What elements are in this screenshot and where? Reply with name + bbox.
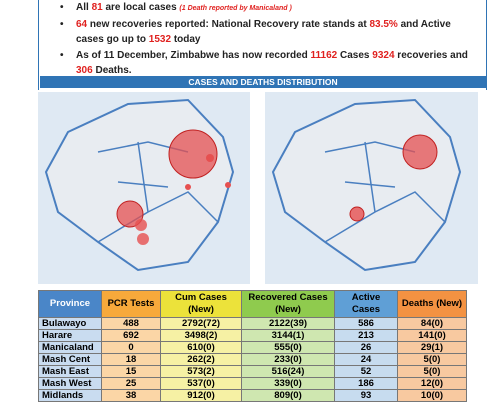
cell: 3144(1) (241, 329, 335, 342)
cell: 3498(2) (160, 329, 242, 342)
bullet: 64 new recoveries reported: National Rec… (58, 17, 478, 47)
cell: 15 (101, 365, 161, 378)
map (265, 92, 478, 284)
row: Manicaland 0 610(0) 555(0) 26 29(1) (38, 341, 467, 354)
bullet-text: today (171, 34, 201, 45)
header-cell: Deaths (New) (397, 290, 467, 318)
cell: 809(0) (241, 389, 335, 402)
cell: 2122(39) (241, 317, 335, 330)
cell: 10(0) (397, 389, 467, 402)
map (38, 92, 250, 284)
cell: 0 (101, 341, 161, 354)
cell: 692 (101, 329, 161, 342)
bullet-text: 11162 (310, 50, 338, 61)
row: Midlands 38 912(0) 809(0) 93 10(0) (38, 389, 467, 402)
cell: 213 (334, 329, 398, 342)
cell: 26 (334, 341, 398, 354)
border (38, 0, 39, 90)
table: Province PCR Tests Cum Cases (New) Recovere… (38, 290, 467, 402)
bullet-text: 306 (76, 65, 93, 76)
bullet-text: As of 11 December, Zimbabwe has now reco… (76, 50, 311, 61)
bullet-text: recoveries and (394, 50, 468, 61)
cell: Mash East (38, 365, 102, 378)
banner: CASES AND DEATHS DISTRIBUTION (40, 76, 486, 88)
bullet-text: All (76, 2, 92, 13)
bullet-text: 1532 (148, 34, 172, 45)
header-cell: Cum Cases (New) (160, 290, 242, 318)
cell: 2792(72) (160, 317, 242, 330)
header-cell: PCR Tests (101, 290, 161, 318)
cell: Harare (38, 329, 102, 342)
cell: 84(0) (397, 317, 467, 330)
row: Mash East 15 573(2) 516(24) 52 5(0) (38, 365, 467, 378)
row: Bulawayo 488 2792(72) 2122(39) 586 84(0) (38, 317, 467, 330)
row: Mash West 25 537(0) 339(0) 186 12(0) (38, 377, 467, 390)
bullet-text: 64 (76, 19, 88, 30)
bullet: As of 11 December, Zimbabwe has now reco… (58, 48, 478, 78)
cell: 25 (101, 377, 161, 390)
cell: 586 (334, 317, 398, 330)
cell: 5(0) (397, 365, 467, 378)
cell: Midlands (38, 389, 102, 402)
bullet-text: are local cases (102, 2, 180, 13)
bullet-text: 81 (91, 2, 103, 13)
bullet-text: and Active cases go up to (76, 19, 451, 45)
cell: 610(0) (160, 341, 242, 354)
cell: 12(0) (397, 377, 467, 390)
cell: 5(0) (397, 353, 467, 366)
bullets: All 81 are local cases (1 Death reported… (58, 0, 478, 79)
cell: Mash West (38, 377, 102, 390)
cell: 262(2) (160, 353, 242, 366)
cell: 38 (101, 389, 161, 402)
cell: 29(1) (397, 341, 467, 354)
row: Mash Cent 18 262(2) 233(0) 24 5(0) (38, 353, 467, 366)
bullet-text: Deaths. (92, 65, 132, 76)
row: Harare 692 3498(2) 3144(1) 213 141(0) (38, 329, 467, 342)
cell: 912(0) (160, 389, 242, 402)
cell: 339(0) (241, 377, 335, 390)
cell: 537(0) (160, 377, 242, 390)
cell: 93 (334, 389, 398, 402)
cell: 18 (101, 353, 161, 366)
cell: 24 (334, 353, 398, 366)
cell: 488 (101, 317, 161, 330)
bullet-text: 83.5% (369, 19, 398, 30)
bullet-text: Cases (337, 50, 373, 61)
border (486, 0, 487, 90)
cell: Mash Cent (38, 353, 102, 366)
bullet-text: (1 Death reported by Manicaland ) (179, 5, 292, 12)
cell: Manicaland (38, 341, 102, 354)
cell: 141(0) (397, 329, 467, 342)
bullet-text: 9324 (372, 50, 395, 61)
cell: 52 (334, 365, 398, 378)
header-row: Province PCR Tests Cum Cases (New) Recovere… (38, 290, 467, 318)
cell: Bulawayo (38, 317, 102, 330)
header-cell: Province (38, 290, 102, 318)
cell: 516(24) (241, 365, 335, 378)
cell: 186 (334, 377, 398, 390)
header-cell: Recovered Cases (New) (241, 290, 335, 318)
bullet-text: new recoveries reported: National Recove… (87, 19, 370, 30)
header-cell: Active Cases (334, 290, 398, 318)
cell: 555(0) (241, 341, 335, 354)
cell: 573(2) (160, 365, 242, 378)
bullet: All 81 are local cases (1 Death reported… (58, 0, 478, 16)
cell: 233(0) (241, 353, 335, 366)
